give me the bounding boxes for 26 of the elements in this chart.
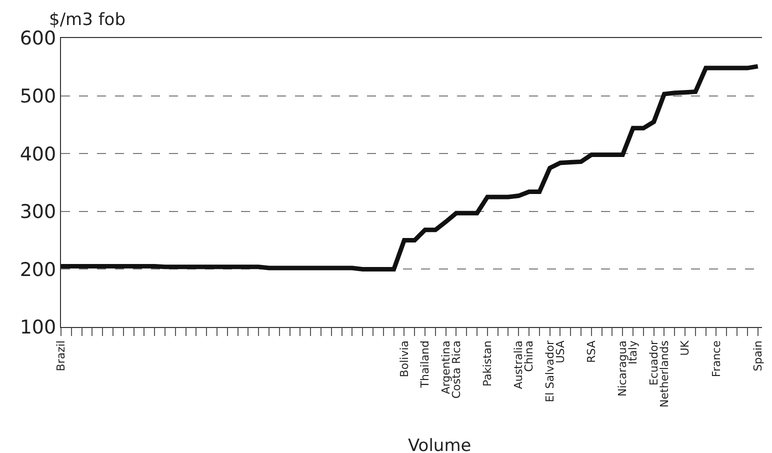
x-tick-label: Thailand	[418, 340, 432, 389]
y-tick-label: 300	[20, 201, 56, 224]
y-axis-title: $/m3 fob	[49, 10, 126, 30]
x-tick-label: USA	[554, 340, 567, 364]
x-tick-label: RSA	[585, 340, 598, 363]
x-axis-title: Volume	[408, 436, 472, 453]
x-tick-label: Bolivia	[398, 340, 411, 378]
x-tick-label: Argentina	[439, 340, 452, 394]
x-tick-label: China	[522, 340, 536, 372]
line-series	[61, 64, 760, 272]
x-tick-label: El Salvador	[543, 340, 556, 402]
x-tick-label: Nicaragua	[616, 340, 630, 397]
y-tick-label: 600	[20, 28, 56, 50]
x-tick-label: Australia	[512, 340, 526, 390]
x-tick-label: Ecuador	[647, 340, 660, 386]
x-tick-label: Pakistan	[480, 340, 494, 387]
x-tick-label: Italy	[626, 340, 640, 364]
x-tick-label: Brazil	[54, 340, 68, 372]
y-tick-label: 500	[20, 85, 56, 108]
x-tick-label: Spain	[751, 340, 764, 372]
y-tick-label: 100	[20, 316, 56, 339]
y-tick-label: 400	[20, 143, 56, 166]
x-tick-label: France	[710, 340, 723, 378]
x-tick-label: UK	[678, 340, 692, 356]
y-tick-label: 200	[20, 258, 56, 281]
x-tick-label: Netherlands	[658, 340, 671, 408]
